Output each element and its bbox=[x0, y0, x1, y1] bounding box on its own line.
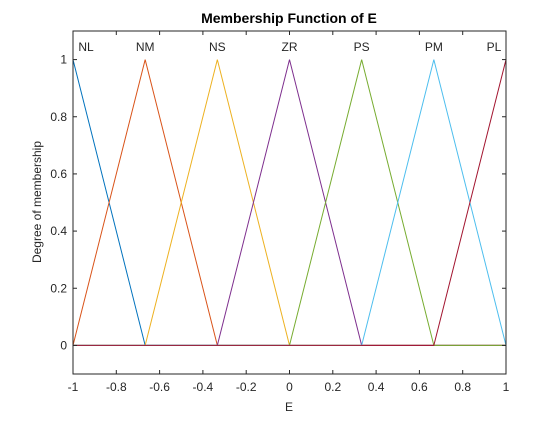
x-tick-label: -0.2 bbox=[236, 380, 257, 394]
series-label-nl: NL bbox=[78, 40, 94, 54]
plot-area-frame bbox=[72, 30, 507, 375]
chart-title: Membership Function of E bbox=[201, 10, 377, 26]
series-line-nl bbox=[72, 59, 506, 346]
series-label-pl: PL bbox=[487, 40, 502, 54]
series-line-pm bbox=[73, 59, 507, 346]
series-line-ns bbox=[73, 59, 506, 346]
x-tick-label: 0 bbox=[286, 380, 293, 394]
series-label-zr: ZR bbox=[282, 40, 298, 54]
series-line-pl bbox=[73, 59, 507, 346]
y-tick-label: 0 bbox=[60, 338, 67, 352]
series-line-nm bbox=[72, 59, 506, 346]
x-tick-label: 0.8 bbox=[454, 380, 471, 394]
y-tick-label: 1 bbox=[60, 53, 67, 67]
series-label-ps: PS bbox=[354, 40, 370, 54]
x-tick-label: 0.6 bbox=[411, 380, 428, 394]
series-label-pm: PM bbox=[425, 40, 443, 54]
axis-ticks: -1 -0.8 -0.6 -0.4 -0.2 0 0.2 0.4 0.6 0.8 1 0 0.2 0.4 0… bbox=[50, 31, 510, 394]
x-tick-label: -0.4 bbox=[193, 380, 214, 394]
y-axis-label: Degree of membership bbox=[30, 141, 44, 263]
x-tick-label: 1 bbox=[503, 380, 510, 394]
x-tick-label: -0.6 bbox=[149, 380, 170, 394]
series-label-ns: NS bbox=[209, 40, 226, 54]
x-axis-label: E bbox=[285, 400, 293, 414]
x-tick-label: -1 bbox=[68, 380, 79, 394]
y-tick-label: 0.4 bbox=[50, 224, 67, 238]
y-tick-label: 0.6 bbox=[50, 167, 67, 181]
series-line-zr bbox=[73, 59, 506, 346]
series-label-nm: NM bbox=[136, 40, 155, 54]
y-tick-label: 0.8 bbox=[50, 110, 67, 124]
series-line-ps bbox=[73, 59, 506, 346]
y-tick-label: 0.2 bbox=[50, 281, 67, 295]
x-tick-label: 0.2 bbox=[324, 380, 341, 394]
series-lines bbox=[72, 59, 507, 346]
x-tick-label: -0.8 bbox=[106, 380, 127, 394]
x-tick-label: 0.4 bbox=[368, 380, 385, 394]
series-labels: NL NM NS ZR PS PM PL bbox=[78, 40, 501, 54]
